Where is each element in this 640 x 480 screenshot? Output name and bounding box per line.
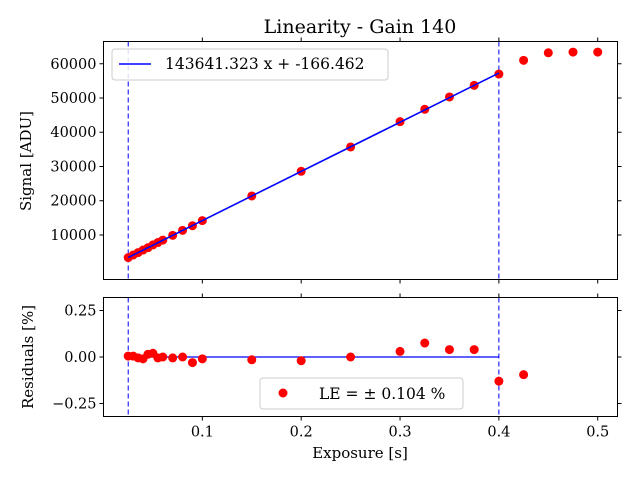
- residuals-y-tick-label: 0.25: [64, 304, 96, 320]
- residuals-legend-box: [259, 377, 464, 410]
- signal-y-ticks: 10000 20000 30000 40000 50000 60000: [50, 37, 622, 284]
- x-tick-label: 0.3: [389, 425, 412, 441]
- signal-point: [494, 69, 504, 79]
- residual-point: [395, 346, 405, 356]
- residual-point: [444, 345, 454, 355]
- signal-y-tick-label: 20000: [50, 194, 96, 210]
- signal-legend-box: [111, 48, 389, 81]
- residual-point: [420, 338, 430, 348]
- signal-y-axis-label: Signal [ADU]: [17, 111, 35, 211]
- signal-point: [543, 48, 553, 58]
- fit-line-legend-label: 143641.323 x + -166.462: [165, 55, 365, 73]
- residuals-y-axis-label: Residuals [%]: [19, 305, 37, 409]
- residuals-legend-marker: [278, 388, 288, 398]
- residuals-legend-label: LE = ± 0.104 %: [319, 385, 445, 403]
- chart-title: Linearity - Gain 140: [264, 16, 457, 38]
- residuals-legend: LE = ± 0.104 %: [259, 377, 464, 410]
- residual-point: [519, 370, 529, 380]
- signal-point: [568, 47, 578, 57]
- residual-point: [197, 354, 207, 364]
- signal-y-tick-label: 40000: [50, 125, 96, 141]
- residual-point: [494, 376, 504, 386]
- residual-marks: [123, 297, 529, 417]
- fit-line: [127, 72, 500, 259]
- x-tick-label: 0.5: [586, 425, 609, 441]
- residual-point: [187, 358, 197, 368]
- residuals-axis-ticks: −0.25 0.00 0.25 0.1 0.2 0.3 0.4 0.5: [52, 293, 622, 441]
- signal-y-tick-label: 30000: [50, 159, 96, 175]
- residual-point: [247, 355, 257, 365]
- residual-point: [158, 352, 168, 362]
- signal-y-tick-label: 60000: [50, 57, 96, 73]
- signal-plot-frame: [103, 41, 618, 280]
- residual-point: [346, 352, 356, 362]
- residuals-y-tick-label: −0.25: [52, 396, 96, 412]
- x-axis-label: Exposure [s]: [312, 444, 408, 462]
- signal-point: [519, 55, 529, 65]
- residuals-panel: −0.25 0.00 0.25 0.1 0.2 0.3 0.4 0.5 Residuals […: [19, 293, 622, 462]
- signal-panel: 10000 20000 30000 40000 50000 60000 Signal [A…: [17, 37, 622, 284]
- residual-point: [296, 356, 306, 366]
- signal-point: [593, 47, 603, 57]
- signal-marks: [123, 41, 603, 280]
- x-tick-label: 0.1: [191, 425, 214, 441]
- x-tick-label: 0.4: [487, 425, 510, 441]
- signal-y-tick-label: 10000: [50, 228, 96, 244]
- residual-point: [469, 345, 479, 355]
- residual-point: [178, 352, 188, 362]
- signal-legend: 143641.323 x + -166.462: [111, 48, 389, 81]
- x-tick-label: 0.2: [290, 425, 313, 441]
- residual-point: [168, 353, 178, 363]
- signal-y-tick-label: 50000: [50, 91, 96, 107]
- residuals-y-tick-label: 0.00: [64, 350, 96, 366]
